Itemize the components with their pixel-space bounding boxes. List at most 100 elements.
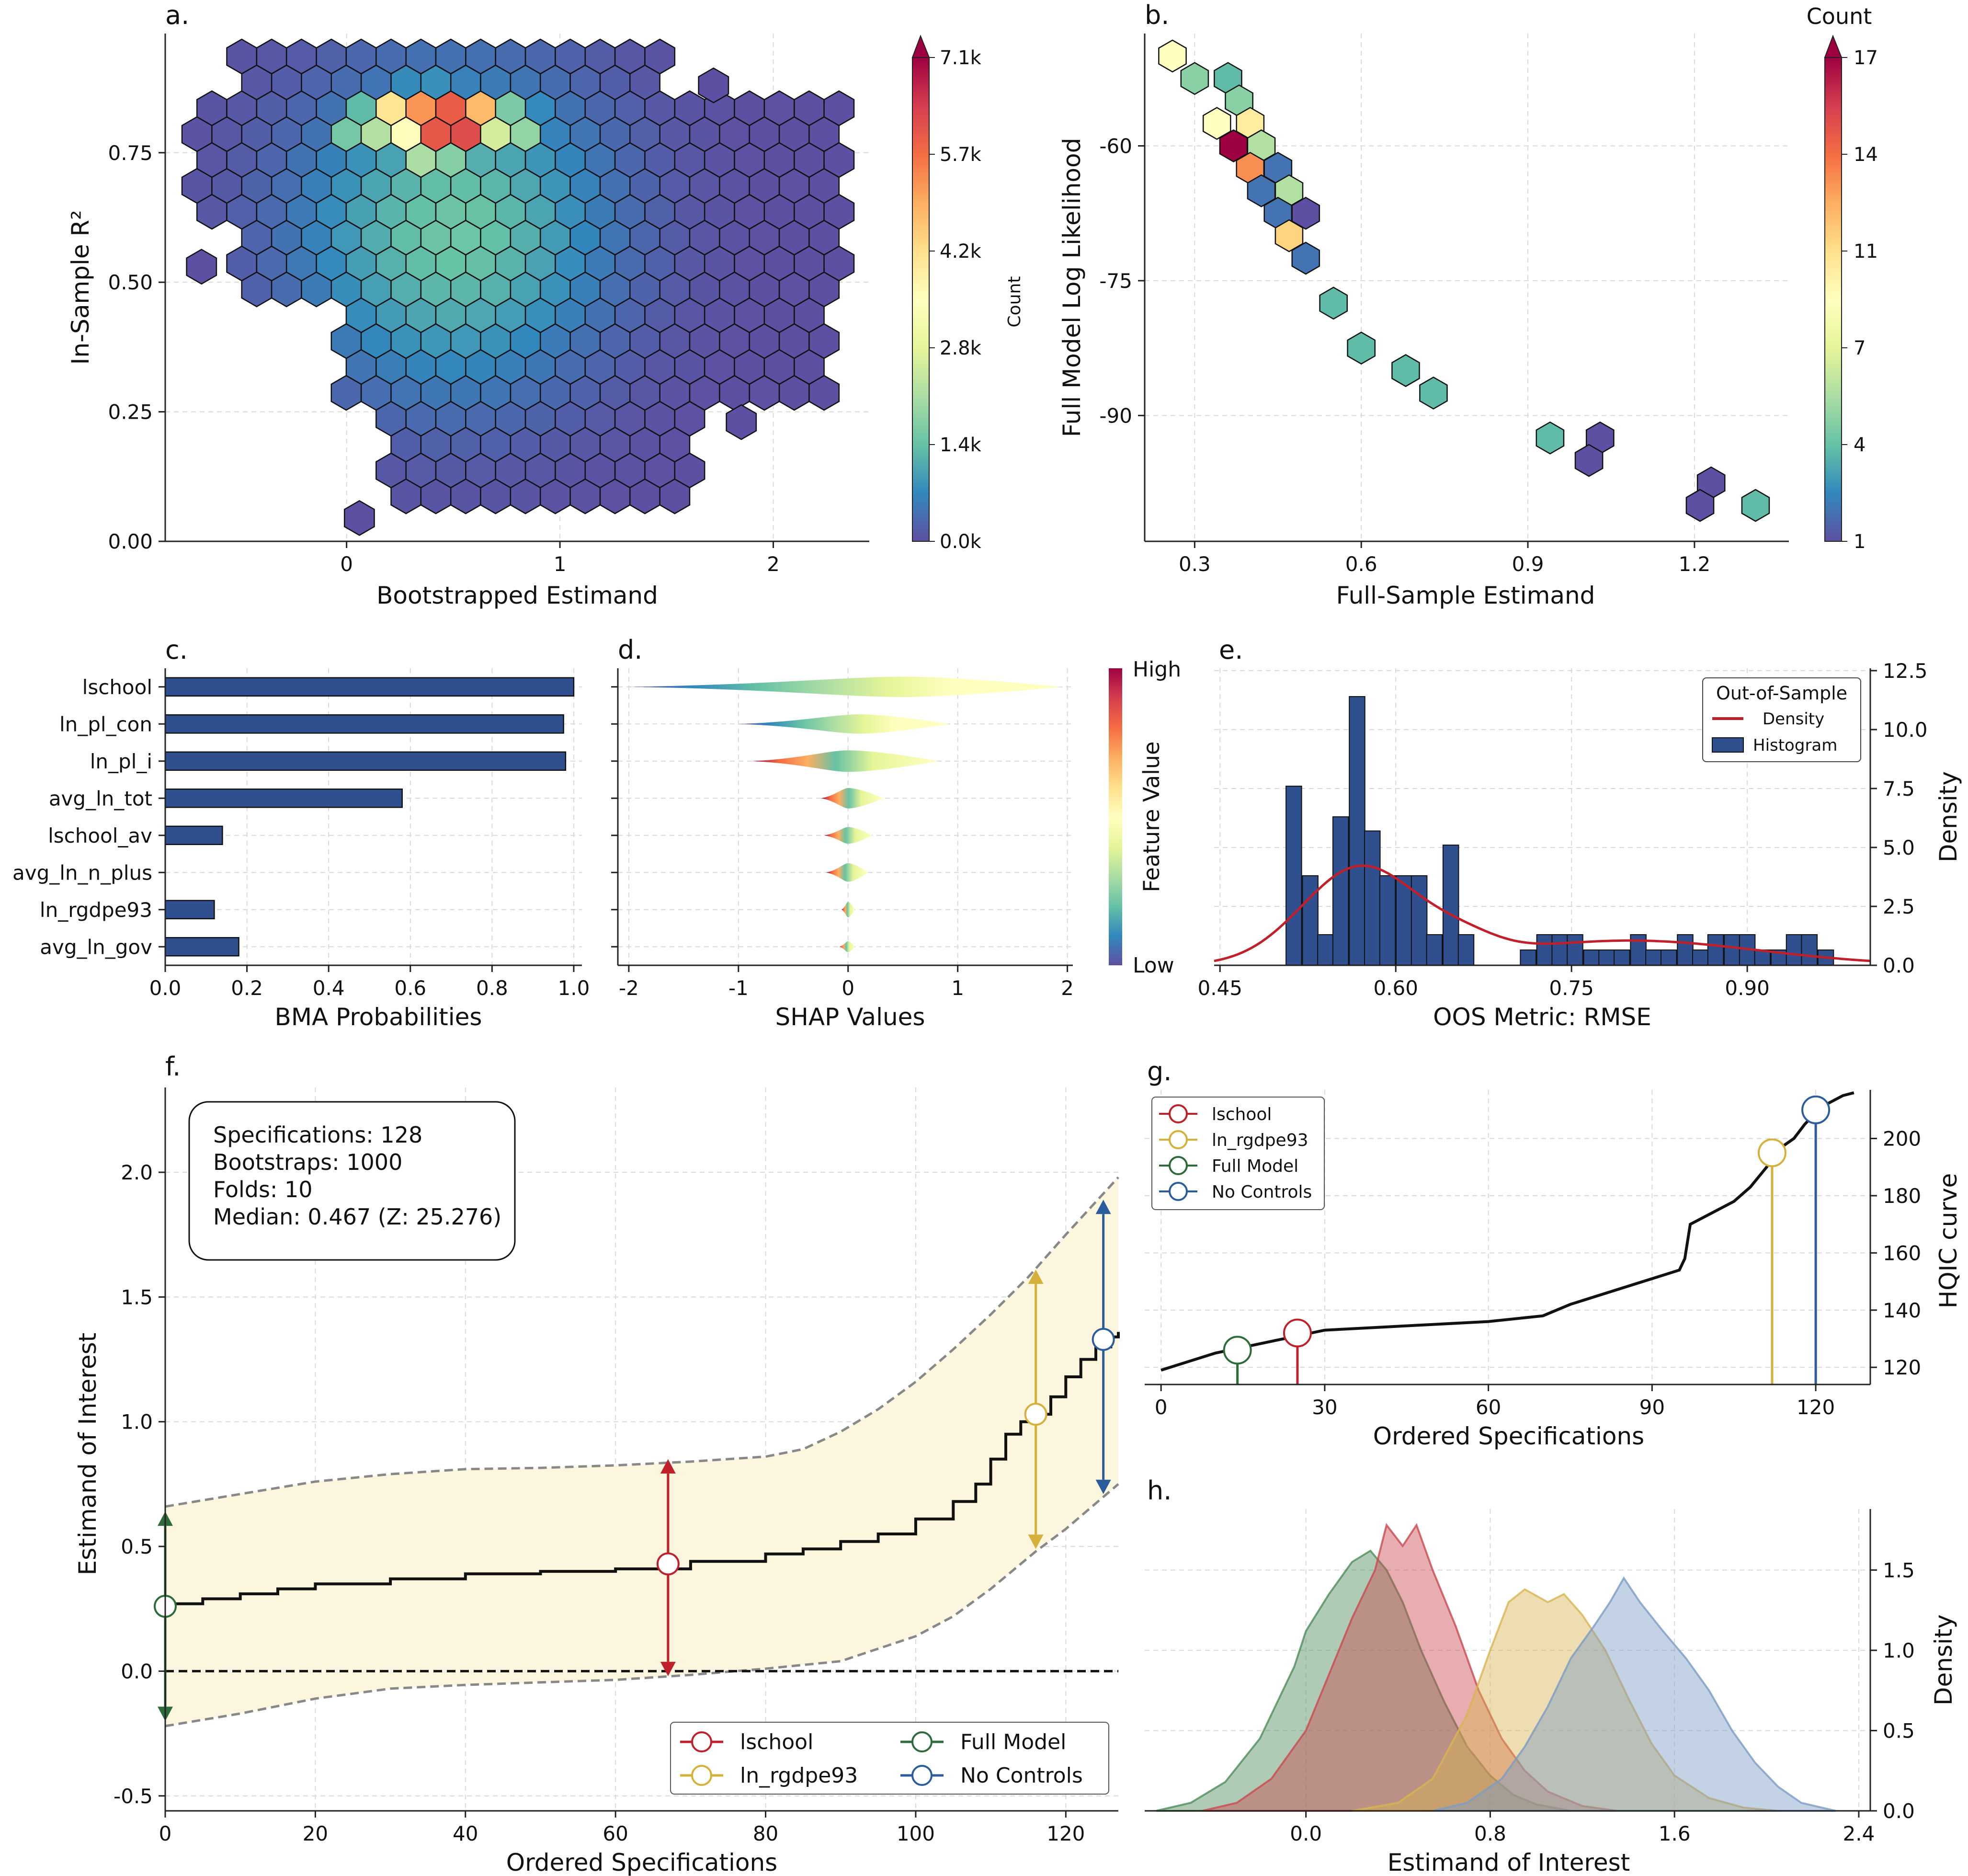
panel-a: a. 0 1 2 0.00 0.25 0.50 0.75 Bootstrapped Est… bbox=[67, 0, 1024, 609]
panel-b-hexbin bbox=[1419, 376, 1448, 410]
panel-h-x-ticks: 0.0 0.8 1.6 2.4 bbox=[1290, 1811, 1875, 1845]
panel-e-histogram-bar bbox=[1457, 934, 1475, 966]
panel-c-x-ticks: 0.0 0.2 0.4 0.6 0.8 1.0 bbox=[149, 965, 590, 1000]
panel-d-colorbar-high: High bbox=[1133, 657, 1181, 682]
panel-f-info-bootstraps: Bootstraps: 1000 bbox=[213, 1149, 402, 1175]
panel-b-hexbin bbox=[1291, 241, 1320, 275]
panel-e-y-tick-label: 2.5 bbox=[1883, 895, 1915, 918]
panel-f-marker-lower-arrow bbox=[1028, 1534, 1044, 1549]
panel-e-legend: Out-of-Sample Density Histogram bbox=[1702, 677, 1861, 762]
panel-c-grid bbox=[165, 668, 582, 965]
panel-c-bar bbox=[164, 825, 223, 845]
panel-c-category-label: lschool_av bbox=[48, 824, 152, 847]
panel-g-legend-swatch-marker bbox=[1169, 1182, 1188, 1201]
panel-f-upper-bound bbox=[165, 1176, 1119, 1508]
panel-e-histogram-bar bbox=[1442, 845, 1459, 966]
panel-e: e. 0.45 0.60 0.75 0.90 0.0 2.5 5.0 7.5 10.0 12.5… bbox=[1197, 635, 1962, 1031]
panel-e-histogram-bar bbox=[1551, 934, 1568, 966]
panel-e-histogram-bar bbox=[1645, 949, 1662, 966]
panel-f-marker-point bbox=[1092, 1327, 1115, 1351]
panel-c-bar bbox=[164, 677, 575, 697]
panel-f-y-tick-label: 1.5 bbox=[121, 1285, 153, 1309]
panel-e-legend-density: Density bbox=[1763, 709, 1824, 729]
panel-b-colorbar-tick-label: 1 bbox=[1854, 531, 1866, 553]
panel-e-histogram-bar bbox=[1692, 949, 1709, 966]
panel-g-x-tick-label: 120 bbox=[1797, 1396, 1835, 1419]
panel-g-legend-label: ln_rgdpe93 bbox=[1212, 1131, 1308, 1150]
panel-g-x-ticks: 0 30 60 90 120 bbox=[1155, 1384, 1835, 1419]
panel-h-density-areas bbox=[1156, 1523, 1836, 1812]
panel-a-hexbin bbox=[726, 404, 757, 440]
panel-a-x-ticks: 0 1 2 bbox=[340, 541, 780, 576]
panel-f-legend-swatch-marker bbox=[911, 1765, 933, 1786]
panel-b-colorbar-tick-label: 7 bbox=[1854, 337, 1866, 359]
panel-b-hexbin bbox=[1685, 489, 1715, 522]
panel-f-x-tick-label: 120 bbox=[1047, 1822, 1085, 1845]
panel-e-x-tick-label: 0.60 bbox=[1373, 976, 1418, 1000]
panel-g-marker-point bbox=[1757, 1138, 1786, 1167]
panel-a-colorbar-tick-label: 0.0k bbox=[940, 531, 982, 553]
panel-f-marker-point bbox=[656, 1552, 680, 1576]
panel-g-x-tick-label: 0 bbox=[1155, 1396, 1168, 1419]
panel-b-y-tick-label: -60 bbox=[1099, 135, 1132, 158]
panel-a-y-tick-label: 0.50 bbox=[108, 271, 153, 294]
panel-a-hexbin bbox=[644, 38, 676, 75]
panel-a-colorbar-extend-arrow bbox=[911, 34, 930, 58]
panel-f-x-tick-label: 20 bbox=[303, 1822, 328, 1845]
panel-g-legend-label: lschool bbox=[1212, 1105, 1272, 1124]
panel-c-x-tick-label: 0.0 bbox=[149, 976, 182, 1000]
panel-d-violin bbox=[824, 827, 873, 844]
panel-e-x-tick-label: 0.90 bbox=[1725, 976, 1770, 1000]
panel-a-colorbar-tick-label: 4.2k bbox=[940, 240, 982, 263]
panel-b-y-ticks: -60 -75 -90 bbox=[1099, 135, 1145, 427]
panel-f-info-folds: Folds: 10 bbox=[213, 1177, 313, 1202]
panel-f-legend: lschool ln_rgdpe93 Full Model No Controls bbox=[670, 1722, 1109, 1795]
panel-g-legend-label: Full Model bbox=[1212, 1156, 1298, 1176]
panel-d-x-tick-label: -2 bbox=[619, 976, 639, 1000]
panel-f-legend-label: No Controls bbox=[960, 1763, 1083, 1788]
panel-f-info-median: Median: 0.467 (Z: 25.276) bbox=[213, 1204, 501, 1230]
panel-h-label: h. bbox=[1147, 1476, 1172, 1506]
panel-f-y-ticks: -0.5 0.0 0.5 1.0 1.5 2.0 bbox=[114, 1161, 165, 1808]
panel-e-histogram-bar bbox=[1583, 949, 1600, 966]
panel-b-colorbar-tick-label: 14 bbox=[1854, 144, 1878, 166]
panel-a-x-label: Bootstrapped Estimand bbox=[376, 582, 658, 609]
panel-g-marker-point bbox=[1223, 1336, 1252, 1365]
panel-g-y-tick-label: 120 bbox=[1883, 1356, 1921, 1379]
panel-c-category-label: avg_ln_tot bbox=[49, 787, 152, 810]
panel-d-violin bbox=[820, 788, 883, 809]
panel-d-violin bbox=[826, 863, 868, 882]
panel-g-x-label: Ordered Specifications bbox=[1373, 1422, 1644, 1450]
panel-f-marker-upper-arrow bbox=[660, 1459, 676, 1474]
panel-h-y-tick-label: 0.5 bbox=[1883, 1719, 1915, 1742]
panel-d-grid bbox=[618, 668, 1073, 965]
panel-a-x-tick-label: 1 bbox=[554, 552, 567, 576]
panel-e-legend-histogram: Histogram bbox=[1753, 736, 1837, 755]
panel-c-bars bbox=[164, 677, 575, 957]
panel-h-y-ticks: 0.0 0.5 1.0 1.5 bbox=[1870, 1558, 1915, 1823]
panel-b-colorbar-tick-label: 17 bbox=[1854, 47, 1878, 69]
panel-g-y-tick-label: 140 bbox=[1883, 1299, 1921, 1322]
panel-f-x-tick-label: 0 bbox=[159, 1822, 172, 1845]
panel-c-x-tick-label: 0.8 bbox=[476, 976, 508, 1000]
panel-h-x-tick-label: 1.6 bbox=[1659, 1822, 1691, 1845]
panel-a-y-ticks: 0.00 0.25 0.50 0.75 bbox=[108, 141, 165, 553]
panel-f-legend-label: lschool bbox=[740, 1730, 813, 1754]
panel-c-x-label: BMA Probabilities bbox=[275, 1003, 482, 1031]
panel-f-y-tick-label: 1.0 bbox=[121, 1410, 153, 1434]
panel-b-x-tick-label: 1.2 bbox=[1678, 552, 1710, 576]
panel-e-histogram-bar bbox=[1630, 934, 1647, 966]
panel-b: b. 0.3 0.6 0.9 1.2 -60 -75 -90 Full-Sample Es… bbox=[1058, 0, 1878, 609]
panel-e-histogram-bar bbox=[1349, 696, 1365, 966]
panel-f-y-tick-label: 0.0 bbox=[121, 1659, 153, 1683]
panel-a-x-tick-label: 0 bbox=[340, 552, 353, 576]
panel-f-legend-swatch-marker bbox=[691, 1765, 712, 1786]
panel-e-histogram-bar bbox=[1677, 934, 1694, 966]
panel-e-histogram-bar bbox=[1707, 934, 1724, 966]
panel-e-histogram-bar bbox=[1567, 934, 1583, 966]
panel-e-histogram-bar bbox=[1379, 875, 1396, 966]
panel-b-label: b. bbox=[1145, 0, 1169, 30]
panel-c-category-label: ln_pl_con bbox=[59, 712, 152, 736]
panel-c-bar bbox=[164, 714, 564, 734]
